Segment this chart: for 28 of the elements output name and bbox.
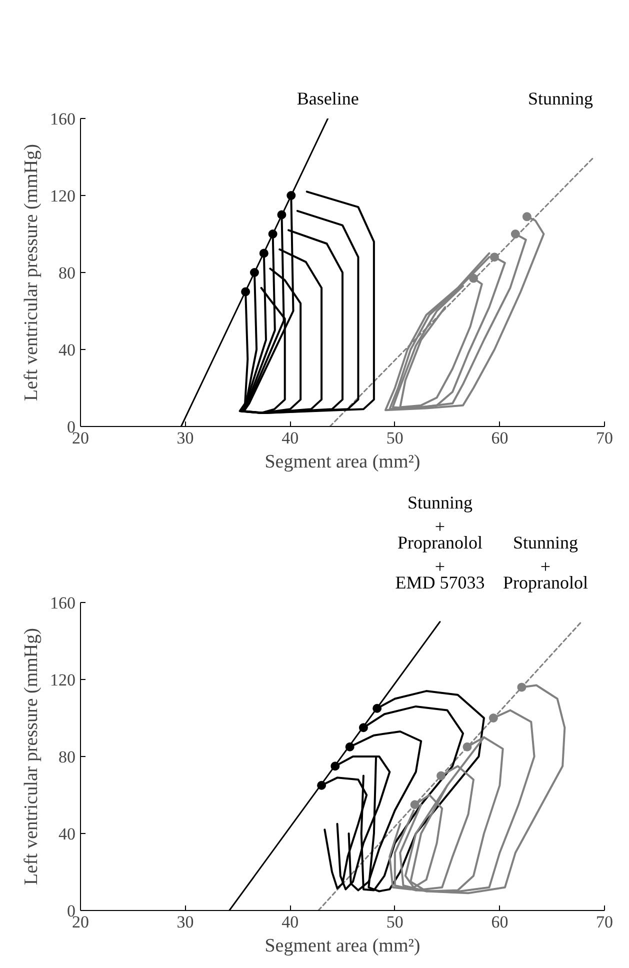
y-tick-label: 120 xyxy=(50,186,76,206)
text: Stunning + Propranolol + EMD 57033 xyxy=(395,492,485,592)
x-tick-label: 70 xyxy=(596,428,613,448)
y-tick-label: 120 xyxy=(50,670,76,690)
text: Stunning xyxy=(528,88,594,108)
y-tick-label: 0 xyxy=(67,418,76,436)
x-tick-label: 30 xyxy=(176,912,194,932)
x-tick-label: 50 xyxy=(386,428,404,448)
y-tick-label: 40 xyxy=(58,340,76,360)
y-axis-title: Left ventricular pressure (mmHg) xyxy=(21,628,42,885)
x-tick-label: 30 xyxy=(176,428,194,448)
y-tick-label: 40 xyxy=(58,824,76,844)
y-tick-label: 160 xyxy=(50,110,76,128)
x-tick-label: 60 xyxy=(491,428,508,448)
x-tick-label: 60 xyxy=(491,912,508,932)
y-tick-label: 80 xyxy=(58,748,76,766)
x-tick-label: 40 xyxy=(282,912,299,932)
y-tick-label: 80 xyxy=(58,264,76,282)
x-axis-title: Segment area (mm²) xyxy=(264,936,420,956)
y-axis-title: Left ventricular pressure (mmHg) xyxy=(21,144,42,401)
y-tick-label: 160 xyxy=(50,594,76,612)
x-tick-label: 50 xyxy=(386,912,404,932)
text: Baseline xyxy=(296,88,359,108)
x-tick-label: 70 xyxy=(596,912,613,932)
x-tick-label: 40 xyxy=(282,428,299,448)
text: Stunning + Propranolol xyxy=(503,532,588,592)
y-tick-label: 0 xyxy=(67,902,76,920)
x-axis-title: Segment area (mm²) xyxy=(264,452,420,472)
